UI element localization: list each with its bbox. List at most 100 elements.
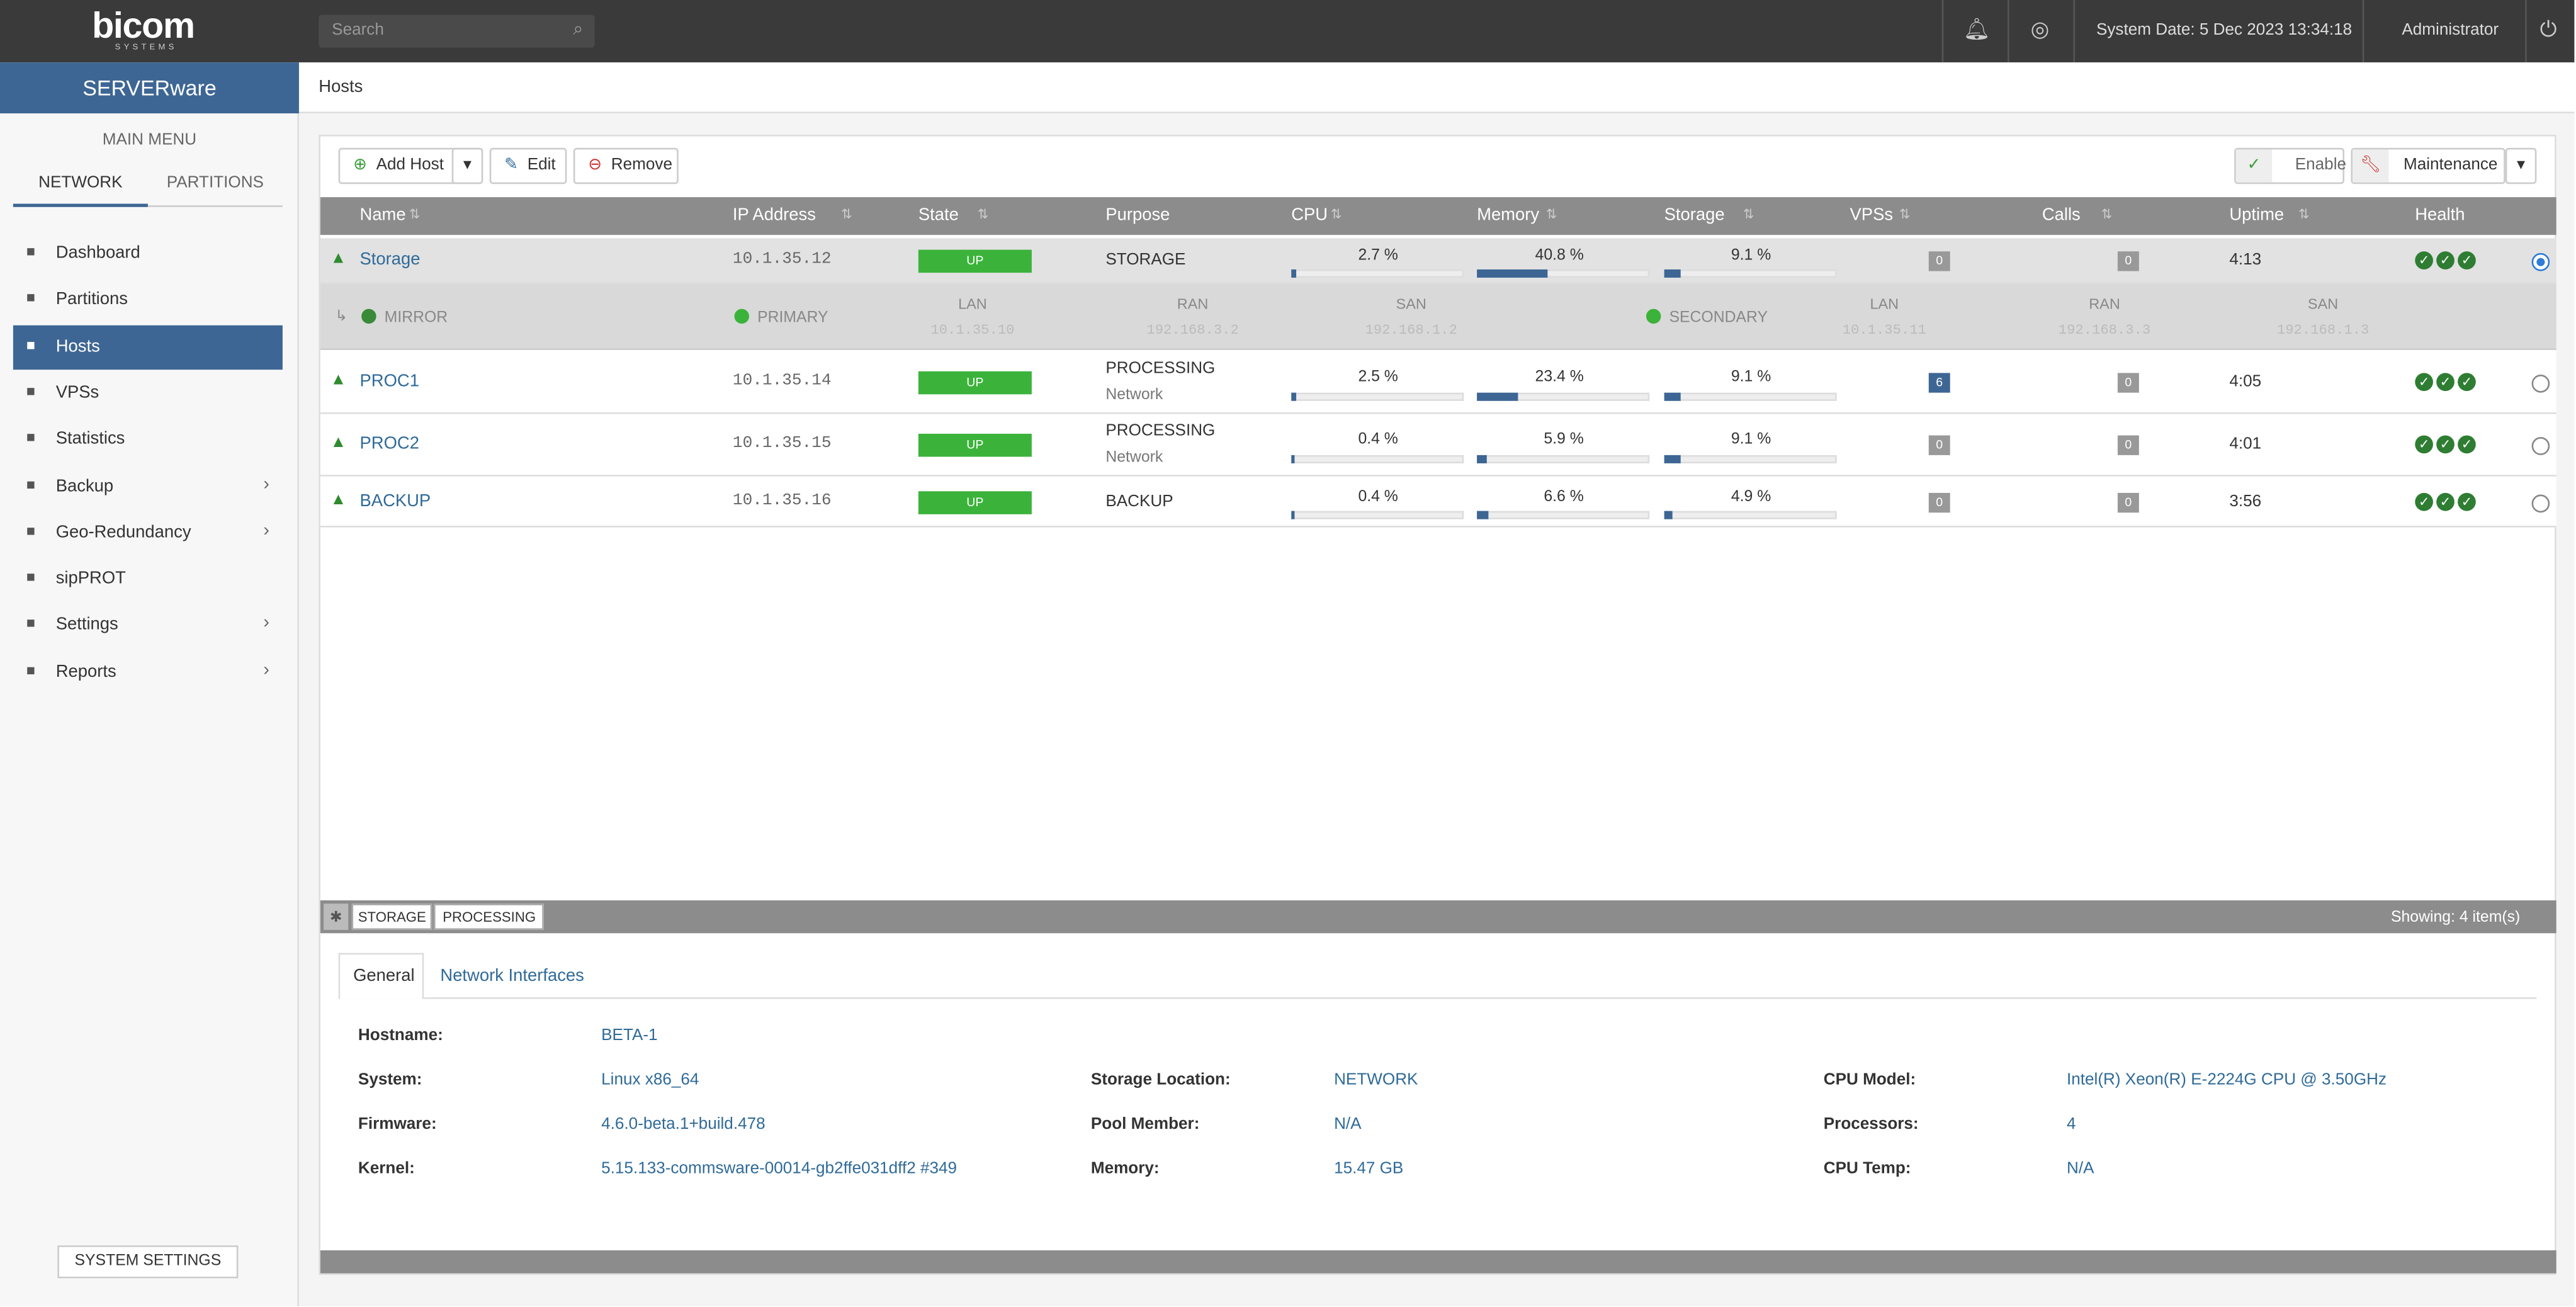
brand: SERVERware [82,76,217,101]
menu-item[interactable]: ■ Hosts [13,324,283,370]
menu-item[interactable]: ■ Dashboard [13,232,283,276]
details-tab[interactable]: Network Interfaces [440,966,584,986]
host-name[interactable]: BACKUP [359,490,431,511]
bell-icon[interactable]: 🔔︎ [1963,16,1991,42]
column-header[interactable]: IP Address [732,205,816,225]
btn-enable[interactable]: ✓ Enable [2234,147,2346,184]
mirror-net-label: RAN [1177,295,1209,312]
sort-icon: ⇅ [977,207,989,222]
menu-item[interactable]: ■ Partitions [13,278,283,322]
usage-track [1477,455,1650,463]
table-row[interactable] [320,414,2556,477]
btn-add-dropdown[interactable]: ▾ [451,147,483,184]
health-icon: ✓ [2436,492,2455,511]
row-radio[interactable] [2531,437,2550,455]
menu-icon: ■ [26,522,35,539]
showing-count: Showing: 4 item(s) [2390,908,2521,927]
usage-track [1291,510,1464,519]
field-value: 4 [2067,1115,2076,1134]
menu-label: Settings [55,615,118,635]
brand-bar [0,62,299,114]
mirror-net-ip: 10.1.35.11 [1842,322,1926,339]
maintenance-label: Maintenance [2403,156,2498,174]
power-icon[interactable]: ⏻ [2539,16,2557,42]
status-icon: ▲ [330,490,347,509]
submenu-arrow: › [263,473,269,494]
menu-item[interactable]: ■ sipPROT [13,557,283,601]
usage-bar [1664,269,1680,278]
search-box[interactable]: Search ⌕ [319,14,595,48]
menu-item[interactable]: ■ Statistics [13,417,283,461]
table-row[interactable] [320,349,2556,414]
btn-maintenance-dropdown[interactable]: ▾ [2505,147,2537,184]
filter-tag[interactable]: STORAGE [351,903,433,931]
host-name[interactable]: Storage [359,249,421,269]
usage-bar [1291,392,1296,400]
column-header[interactable]: Storage [1664,205,1725,225]
enable-icon: ✓ [2235,149,2273,183]
usage-track [1664,455,1837,463]
system-settings-button[interactable]: SYSTEM SETTINGS [57,1245,239,1279]
edit-icon: ✎ [504,156,519,174]
sidebar-tab[interactable]: NETWORK [38,174,123,193]
menu-item[interactable]: ■ Settings › [13,604,283,648]
sidebar-tab[interactable]: PARTITIONS [166,174,264,193]
mirror-net-label: RAN [2089,295,2120,312]
column-header[interactable]: Calls [2042,205,2081,225]
host-ip: 10.1.35.14 [732,372,832,390]
mirror-net-label: SAN [1396,295,1426,312]
menu-item[interactable]: ■ Backup › [13,464,283,508]
menu-label: sipPROT [55,569,126,589]
host-name[interactable]: PROC2 [359,433,419,454]
usage-bar [1291,510,1294,519]
menu-item[interactable]: ■ VPSs [13,371,283,416]
health-icon: ✓ [2415,492,2433,511]
host-ip: 10.1.35.12 [732,251,832,269]
usage-track [1664,269,1837,278]
usage-track [1291,455,1464,463]
status-icon: ▲ [330,433,347,452]
purpose: BACKUP [1105,492,1173,511]
mirror-label: MIRROR [384,308,448,327]
usage-label: 9.1 % [1731,246,1771,265]
health-icon: ✓ [2458,251,2476,269]
usage-track [1291,269,1464,278]
menu-item[interactable]: ■ Reports › [13,650,283,694]
row-radio[interactable] [2531,494,2550,512]
details-tab[interactable]: General [353,966,415,986]
user-menu[interactable]: Administrator [2402,21,2499,40]
usage-bar [1477,455,1488,463]
btn-remove[interactable]: ⊖ Remove [573,147,679,184]
column-header[interactable]: Purpose [1105,205,1170,225]
health-icon: ✓ [2436,251,2455,269]
column-header[interactable]: Health [2415,205,2465,225]
column-header[interactable]: CPU [1291,205,1328,225]
field-value: Intel(R) Xeon(R) E-2224G CPU @ 3.50GHz [2067,1071,2387,1090]
mirror-net-label: SAN [2307,295,2339,312]
host-name[interactable]: PROC1 [359,370,419,390]
usage-label: 9.1 % [1731,430,1771,449]
field-value: N/A [2067,1160,2094,1179]
column-header[interactable]: Uptime [2229,205,2285,225]
column-header[interactable]: VPSs [1850,205,1894,225]
submenu-arrow: › [263,520,269,541]
btn-edit[interactable]: ✎ Edit [489,147,567,184]
column-header[interactable]: State [918,205,959,225]
column-header[interactable]: Memory [1477,205,1540,225]
menu-icon: ■ [26,290,35,307]
usage-bar [1477,510,1489,519]
column-header[interactable]: Name [359,205,406,225]
filter-tag[interactable]: PROCESSING [434,903,545,931]
status-icon: ▲ [330,249,347,268]
details-tab-active[interactable] [338,953,424,999]
btn-maintenance[interactable]: 🔧︎ Maintenance [2351,147,2505,184]
menu-item[interactable]: ■ Geo-Redundancy › [13,511,283,555]
mirror-check [734,308,750,324]
usage-track [1477,510,1650,519]
help-icon[interactable]: ◎ [2030,16,2050,42]
table-row[interactable] [320,476,2556,528]
menu-label: Partitions [55,290,128,310]
vps-count: 0 [1928,435,1950,455]
submenu-arrow: › [263,613,269,633]
row-radio[interactable] [2531,373,2550,392]
